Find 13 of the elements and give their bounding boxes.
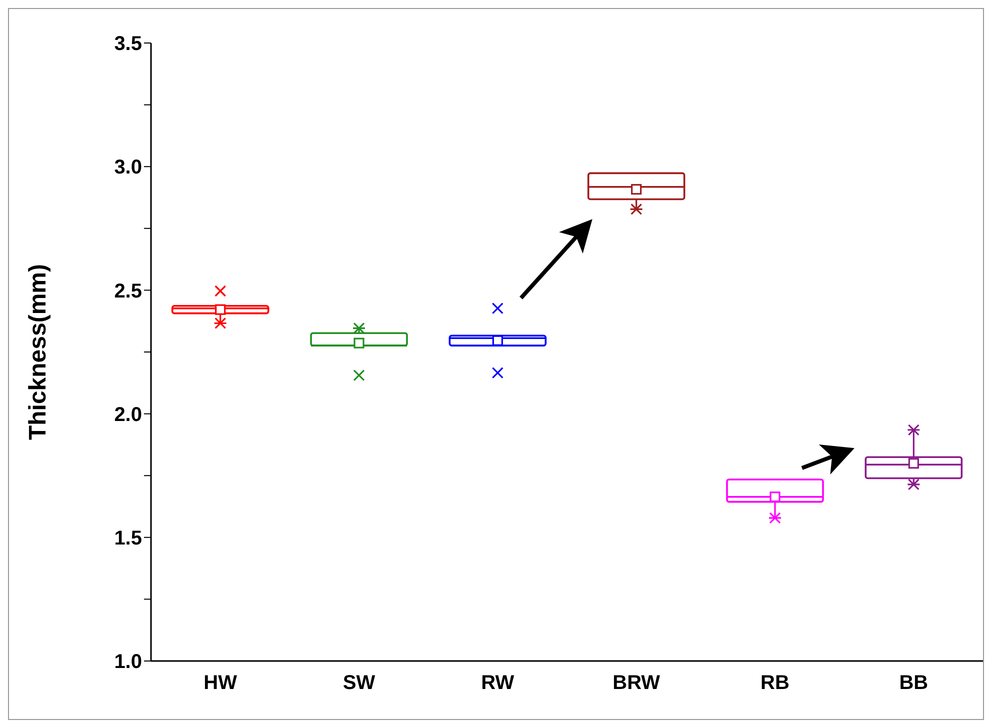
x-tick-label: HW — [204, 672, 238, 694]
y-tick-label: 1.5 — [114, 528, 142, 550]
y-axis-title: Thickness(mm) — [24, 264, 52, 440]
x-tick-label: SW — [342, 672, 376, 694]
x-tick-label: RW — [481, 672, 514, 694]
x-tick-label: BB — [899, 672, 928, 694]
x-tick-label: RB — [760, 672, 790, 694]
y-tick-label: 2.5 — [114, 280, 142, 302]
y-tick-label: 2.0 — [114, 404, 142, 426]
x-tick-label: BRW — [612, 672, 660, 694]
y-tick-label: 3.5 — [114, 33, 142, 56]
y-tick-label: 1.0 — [114, 651, 142, 674]
y-tick-label: 3.0 — [114, 156, 142, 179]
